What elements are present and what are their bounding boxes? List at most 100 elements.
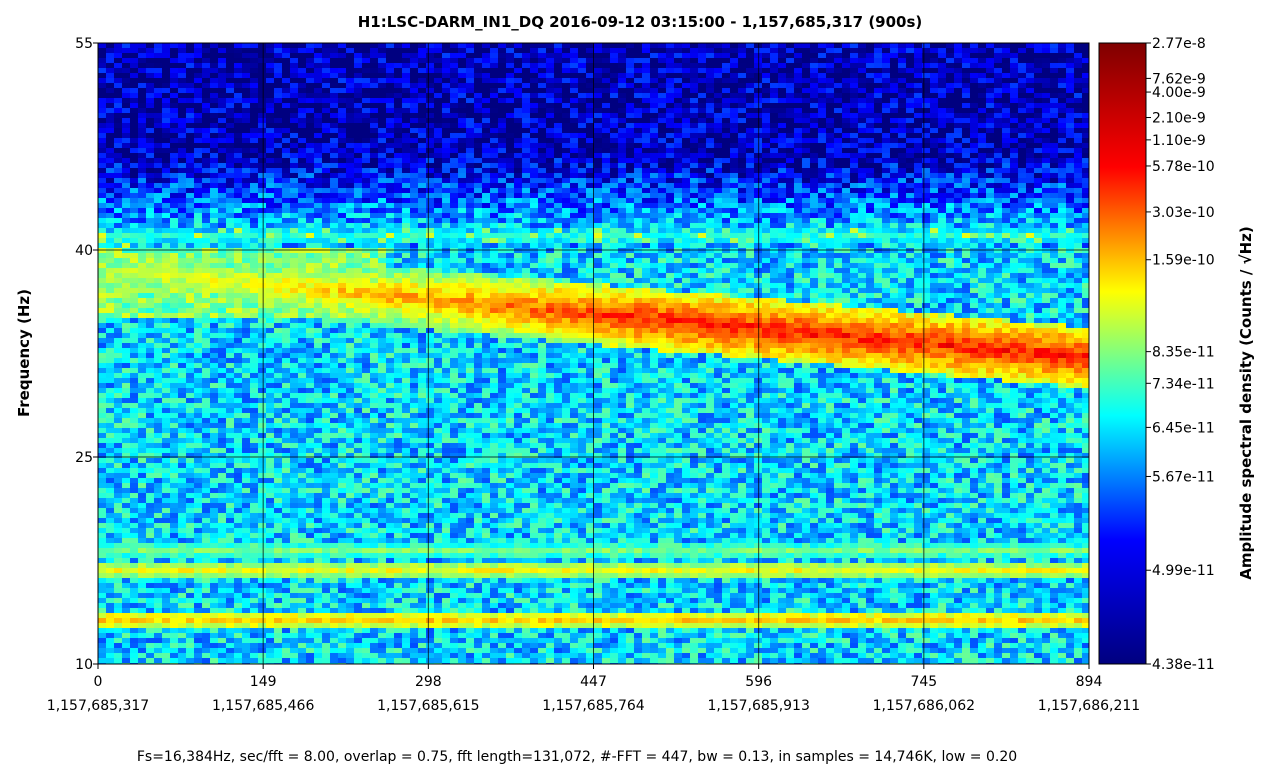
heatmap-cell xyxy=(650,103,658,108)
heatmap-cell xyxy=(906,73,914,78)
heatmap-cell xyxy=(930,148,938,153)
heatmap-cell xyxy=(1042,218,1050,223)
heatmap-cell xyxy=(818,118,826,123)
heatmap-cell xyxy=(706,103,714,108)
heatmap-cell xyxy=(842,48,850,53)
heatmap-cell xyxy=(842,188,850,193)
heatmap-cell xyxy=(370,98,378,103)
heatmap-cell xyxy=(770,113,778,118)
heatmap-cell xyxy=(746,218,754,223)
heatmap-cell xyxy=(354,108,362,113)
heatmap-cell xyxy=(330,93,338,98)
heatmap-cell xyxy=(178,103,186,108)
heatmap-cell xyxy=(530,143,538,148)
heatmap-cell xyxy=(578,203,586,208)
heatmap-cell xyxy=(754,173,762,178)
heatmap-cell xyxy=(482,148,490,153)
heatmap-cell xyxy=(410,208,418,213)
heatmap-cell xyxy=(122,98,130,103)
heatmap-cell xyxy=(522,88,530,93)
heatmap-cell xyxy=(842,138,850,143)
heatmap-cell xyxy=(154,78,162,83)
heatmap-cell xyxy=(650,78,658,83)
heatmap-cell xyxy=(210,203,218,208)
heatmap-cell xyxy=(826,153,834,158)
heatmap-cell xyxy=(850,58,858,63)
heatmap-cell xyxy=(826,178,834,183)
heatmap-cell xyxy=(682,43,690,48)
heatmap-cell xyxy=(1050,238,1058,243)
heatmap-cell xyxy=(1018,218,1026,223)
heatmap-cell xyxy=(890,213,898,218)
heatmap-cell xyxy=(762,43,770,48)
heatmap-cell xyxy=(210,93,218,98)
heatmap-cell xyxy=(618,128,626,133)
heatmap-cell xyxy=(402,223,410,228)
heatmap-cell xyxy=(458,198,466,203)
heatmap-cell xyxy=(314,223,322,228)
heatmap-cell xyxy=(218,53,226,58)
heatmap-cell xyxy=(362,63,370,68)
heatmap-cell xyxy=(106,133,114,138)
heatmap-cell xyxy=(938,233,946,238)
heatmap-cell xyxy=(570,78,578,83)
heatmap-cell xyxy=(546,193,554,198)
heatmap-cell xyxy=(266,88,274,93)
heatmap-cell xyxy=(754,153,762,158)
heatmap-cell xyxy=(954,173,962,178)
heatmap-cell xyxy=(874,53,882,58)
heatmap-cell xyxy=(954,113,962,118)
heatmap-cell xyxy=(250,73,258,78)
heatmap-cell xyxy=(194,218,202,223)
heatmap-cell xyxy=(626,163,634,168)
heatmap-cell xyxy=(114,198,122,203)
heatmap-cell xyxy=(634,108,642,113)
heatmap-cell xyxy=(730,138,738,143)
heatmap-cell xyxy=(994,143,1002,148)
heatmap-cell xyxy=(490,178,498,183)
heatmap-cell xyxy=(610,133,618,138)
heatmap-cell xyxy=(386,73,394,78)
heatmap-cell xyxy=(634,203,642,208)
heatmap-cell xyxy=(866,223,874,228)
heatmap-cell xyxy=(866,168,874,173)
heatmap-cell xyxy=(922,148,930,153)
heatmap-cell xyxy=(666,168,674,173)
heatmap-cell xyxy=(482,178,490,183)
heatmap-cell xyxy=(1082,198,1089,203)
heatmap-cell xyxy=(1034,118,1042,123)
heatmap-cell xyxy=(218,103,226,108)
heatmap-cell xyxy=(1010,238,1018,243)
heatmap-cell xyxy=(178,58,186,63)
heatmap-cell xyxy=(618,238,626,243)
heatmap-cell xyxy=(562,128,570,133)
heatmap-cell xyxy=(218,138,226,143)
heatmap-cell xyxy=(538,43,546,48)
heatmap-cell xyxy=(930,73,938,78)
heatmap-cell xyxy=(706,158,714,163)
heatmap-cell xyxy=(874,183,882,188)
heatmap-cell xyxy=(474,178,482,183)
heatmap-cell xyxy=(418,103,426,108)
heatmap-cell xyxy=(154,98,162,103)
heatmap-cell xyxy=(562,68,570,73)
heatmap-cell xyxy=(314,233,322,238)
heatmap-cell xyxy=(922,193,930,198)
heatmap-cell xyxy=(738,43,746,48)
heatmap-cell xyxy=(178,203,186,208)
heatmap-cell xyxy=(170,243,178,248)
heatmap-cell xyxy=(826,53,834,58)
heatmap-cell xyxy=(362,238,370,243)
heatmap-cell xyxy=(626,53,634,58)
heatmap-cell xyxy=(506,223,514,228)
heatmap-cell xyxy=(234,238,242,243)
heatmap-cell xyxy=(1058,133,1066,138)
heatmap-cell xyxy=(890,153,898,158)
heatmap-cell xyxy=(434,158,442,163)
heatmap-cell xyxy=(722,148,730,153)
heatmap-cell xyxy=(466,113,474,118)
heatmap-cell xyxy=(378,203,386,208)
heatmap-cell xyxy=(666,193,674,198)
heatmap-cell xyxy=(594,133,602,138)
heatmap-cell xyxy=(1026,148,1034,153)
